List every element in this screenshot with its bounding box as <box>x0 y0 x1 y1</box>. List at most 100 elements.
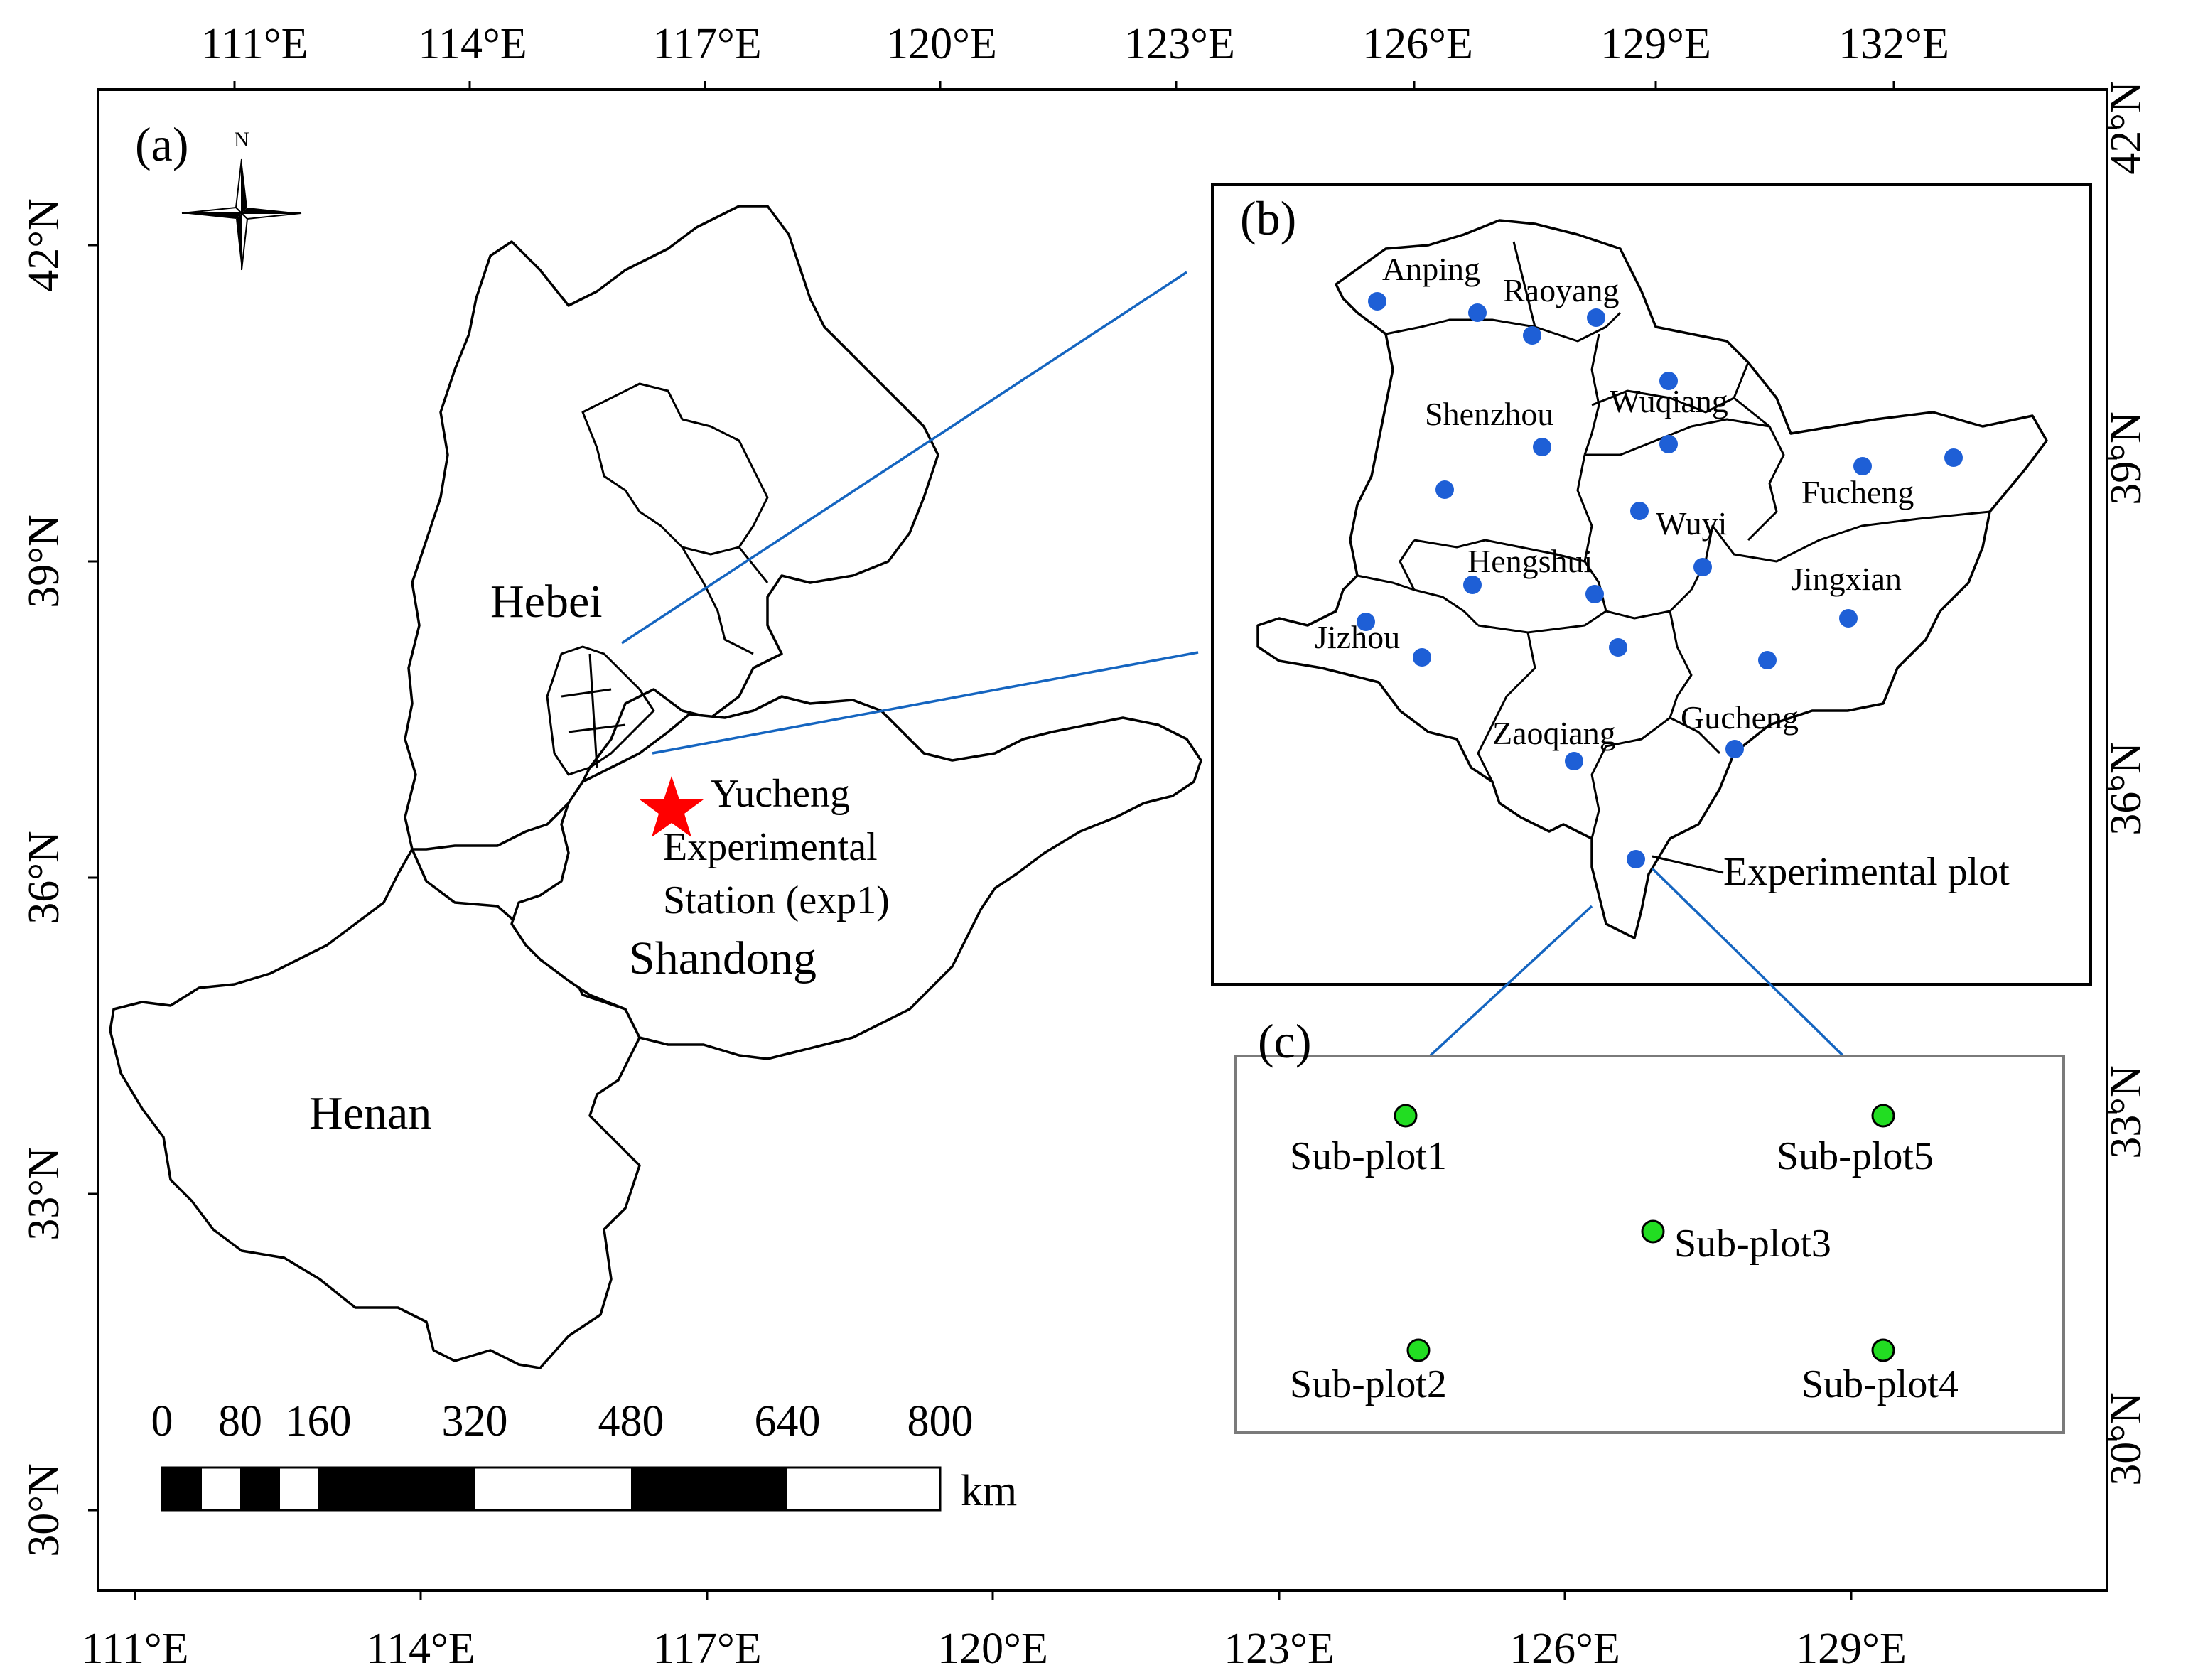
bottom-lon-label: 123°E <box>1224 1625 1335 1673</box>
hengshui-county-map <box>1256 219 2048 939</box>
scale-tick: 320 <box>442 1397 508 1445</box>
subplot-label: Sub-plot4 <box>1801 1362 1959 1406</box>
county-point <box>1609 638 1627 657</box>
county-label-fucheng: Fucheng <box>1801 474 1914 510</box>
callout-line-a-b-lower <box>652 651 1199 755</box>
map-frame <box>97 88 2108 1592</box>
county-point <box>1944 448 1963 467</box>
right-latitude-labels: 42°N 39°N 36°N 33°N 30°N <box>2102 81 2150 1486</box>
top-lon-label: 123°E <box>1124 20 1235 68</box>
callout-line-b-c-left <box>1429 905 1593 1057</box>
county-point <box>1693 558 1712 576</box>
county-point <box>1523 326 1541 345</box>
top-lon-label: 129°E <box>1600 20 1711 68</box>
left-latitude-labels: 42°N 39°N 36°N 33°N 30°N <box>20 198 68 1557</box>
county-label-shenzhou: Shenzhou <box>1425 396 1553 432</box>
county-label-raoyang: Raoyang <box>1503 272 1620 308</box>
county-label-wuqiang: Wuqiang <box>1610 383 1728 419</box>
county-point <box>1659 435 1678 453</box>
left-lat-label: 42°N <box>20 198 68 292</box>
station-label-line-3: Station (exp1) <box>663 878 890 922</box>
panel-c-frame <box>1234 1055 2065 1434</box>
left-lat-label: 36°N <box>20 831 68 925</box>
county-point <box>1565 752 1583 770</box>
right-lat-label: 42°N <box>2102 81 2150 175</box>
county-label-anping: Anping <box>1382 251 1480 287</box>
top-longitude-labels: 111°E 114°E 117°E 120°E 123°E 126°E 129°… <box>200 20 1949 68</box>
scale-bar <box>161 1466 942 1512</box>
hengshui-cluster-boundary <box>546 645 655 776</box>
north-letter: N <box>234 128 249 151</box>
subplot-point <box>1871 1338 1895 1362</box>
experimental-plot-label: Experimental plot <box>1723 850 2010 894</box>
county-point <box>1659 372 1678 390</box>
province-label-henan: Henan <box>309 1087 431 1139</box>
panel-c-label: (c) <box>1258 1014 1311 1068</box>
county-label-jingxian: Jingxian <box>1791 561 1902 597</box>
county-point <box>1853 457 1872 475</box>
province-label-shandong: Shandong <box>629 932 817 984</box>
subplot-point <box>1394 1104 1418 1128</box>
left-lat-label: 39°N <box>20 515 68 608</box>
right-lat-label: 30°N <box>2102 1392 2150 1486</box>
county-point <box>1468 303 1487 322</box>
beijing-tianjin-boundary <box>581 382 769 655</box>
scale-tick: 0 <box>151 1397 173 1445</box>
county-inner-boundaries <box>1357 241 1990 839</box>
county-point <box>1585 585 1604 603</box>
top-lon-label: 114°E <box>418 20 527 68</box>
right-ticks <box>2107 126 2117 1441</box>
panel-a-label: (a) <box>135 117 188 171</box>
scale-tick: 800 <box>907 1397 974 1445</box>
county-point <box>1357 613 1375 631</box>
subplot-label: Sub-plot3 <box>1674 1222 1831 1266</box>
subplot-labels: Sub-plot1 Sub-plot5 Sub-plot3 Sub-plot2 … <box>1290 1134 1959 1406</box>
subplot-label: Sub-plot2 <box>1290 1362 1447 1406</box>
subplot-points <box>1394 1104 1895 1362</box>
county-point <box>1758 651 1777 669</box>
county-label-jizhou: Jizhou <box>1315 619 1400 655</box>
subplot-point <box>1406 1338 1431 1362</box>
top-lon-label: 120°E <box>886 20 997 68</box>
bottom-lon-label: 111°E <box>81 1625 188 1673</box>
county-point <box>1630 502 1649 520</box>
county-point <box>1435 480 1454 499</box>
top-lon-label: 126°E <box>1362 20 1473 68</box>
subplot-label: Sub-plot1 <box>1290 1134 1447 1178</box>
station-star-icon <box>640 776 704 837</box>
callout-line-b-c-right <box>1651 867 1844 1057</box>
subplot-point <box>1871 1104 1895 1128</box>
station-label-line-1: Yucheng <box>711 772 850 816</box>
left-lat-label: 30°N <box>20 1463 68 1557</box>
bottom-lon-label: 129°E <box>1796 1625 1907 1673</box>
scale-tick: 80 <box>218 1397 262 1445</box>
scale-tick: 640 <box>755 1397 821 1445</box>
panel-b-label: (b) <box>1240 191 1296 245</box>
top-lon-label: 132°E <box>1838 20 1949 68</box>
right-lat-label: 39°N <box>2102 411 2150 505</box>
left-ticks <box>88 244 98 1512</box>
bottom-lon-label: 114°E <box>366 1625 475 1673</box>
county-point <box>1839 609 1858 628</box>
county-point <box>1533 438 1551 456</box>
experimental-plot-pointer <box>1652 855 1724 874</box>
right-lat-label: 36°N <box>2102 742 2150 836</box>
county-point <box>1368 292 1386 311</box>
scale-bar-ticks: 0 80 160 320 480 640 800 <box>151 1397 974 1445</box>
county-point <box>1587 308 1605 327</box>
bottom-ticks <box>134 1590 1853 1600</box>
left-lat-label: 33°N <box>20 1147 68 1241</box>
county-point <box>1725 740 1744 758</box>
north-arrow-icon <box>181 158 302 271</box>
county-label-hengshui: Hengshui <box>1467 543 1593 579</box>
shandong-boundary <box>510 695 1202 1060</box>
subplot-label: Sub-plot5 <box>1777 1134 1934 1178</box>
scale-tick: 160 <box>286 1397 352 1445</box>
county-label-gucheng: Gucheng <box>1681 699 1799 736</box>
bottom-lon-label: 117°E <box>652 1625 761 1673</box>
bottom-longitude-labels: 111°E 114°E 117°E 120°E 123°E 126°E 129°… <box>81 1625 1906 1673</box>
station-label-line-2: Experimental <box>663 825 878 869</box>
province-boundaries <box>109 205 1202 1369</box>
bottom-lon-label: 126°E <box>1509 1625 1620 1673</box>
